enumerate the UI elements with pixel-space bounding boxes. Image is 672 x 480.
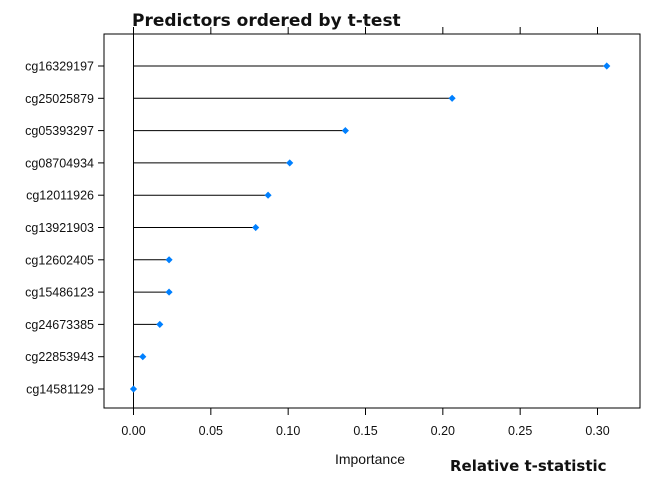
data-point (252, 223, 260, 232)
y-category-label: cg14581129 (26, 383, 94, 397)
chart-title: Predictors ordered by t-test (132, 11, 401, 31)
y-category-label: cg13921903 (25, 221, 94, 235)
x-tick-label: 0.30 (585, 424, 609, 438)
x-tick-label: 0.05 (199, 424, 223, 438)
y-category-label: cg25025879 (25, 92, 94, 106)
y-category-label: cg16329197 (25, 60, 94, 74)
x-tick-label: 0.15 (353, 424, 377, 438)
plot-frame (103, 33, 641, 409)
data-point (286, 159, 294, 167)
data-point (264, 191, 272, 199)
data-point (341, 127, 349, 135)
data-points (129, 62, 611, 393)
data-point (139, 353, 147, 361)
x-tick-label: 0.20 (431, 424, 455, 438)
bottom-axis-ticks: 0.00 0.05 0.10 0.15 0.20 0.25 0.30 (121, 408, 610, 438)
x-tick-label: 0.00 (121, 424, 145, 438)
lollipop-stems (133, 65, 607, 358)
y-category-label: cg24673385 (25, 318, 94, 332)
chart-annotation: Relative t-statistic (450, 457, 607, 475)
y-category-label: cg05393297 (25, 124, 94, 138)
x-tick-label: 0.25 (508, 424, 532, 438)
data-point (165, 288, 173, 296)
data-point (448, 94, 456, 102)
data-point (165, 256, 173, 264)
x-axis-label: Importance (335, 451, 405, 467)
y-axis-labels: cg16329197 cg25025879 cg05393297 cg08704934… (25, 60, 104, 397)
x-tick-label: 0.10 (276, 424, 300, 438)
y-category-label: cg08704934 (25, 156, 94, 170)
data-point (603, 62, 611, 70)
y-category-label: cg12011926 (26, 189, 94, 203)
y-category-label: cg15486123 (25, 286, 94, 300)
y-category-label: cg22853943 (25, 350, 94, 364)
y-category-label: cg12602405 (25, 253, 94, 267)
data-point (156, 320, 164, 328)
top-axis-ticks (133, 27, 598, 34)
data-point (129, 385, 138, 393)
